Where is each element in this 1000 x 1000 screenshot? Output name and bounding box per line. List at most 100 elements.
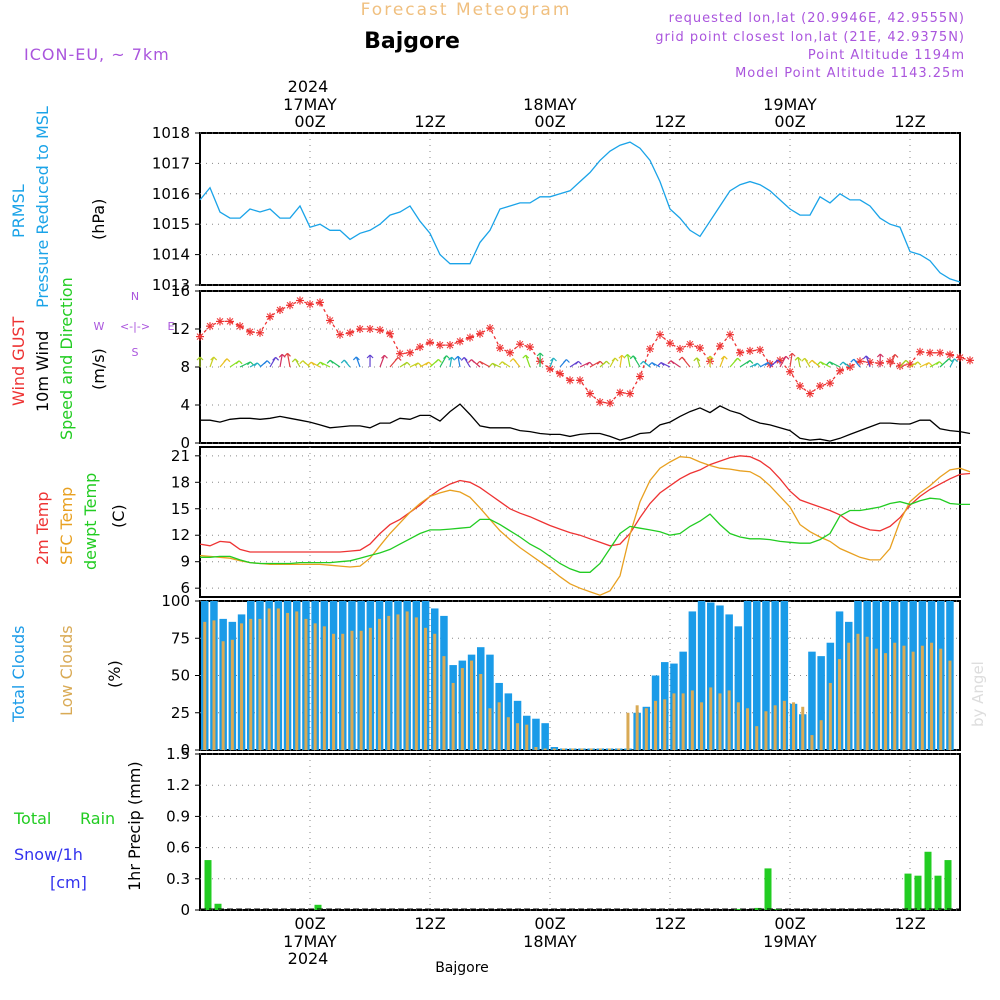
rain-bar — [204, 860, 212, 910]
low-clouds-bar — [746, 708, 750, 750]
gust-marker — [636, 372, 644, 381]
wind-direction-arrow — [759, 361, 772, 368]
wind-direction-arrow — [489, 362, 501, 368]
rain-bar — [934, 875, 942, 910]
low-clouds-bar — [543, 748, 547, 750]
gust-marker — [346, 328, 354, 337]
top-hour-label: 00Z — [534, 112, 565, 131]
low-clouds-bar — [828, 682, 832, 750]
snow-unit: [cm] — [50, 873, 87, 892]
rain-bar — [924, 851, 932, 910]
gust-marker — [966, 356, 974, 365]
wind-direction-arrow — [794, 356, 802, 368]
wind-direction-arrow — [839, 361, 851, 368]
gust-marker — [386, 329, 394, 338]
wind-direction-arrow — [219, 358, 231, 368]
gust-marker — [426, 338, 434, 347]
wind-direction-arrow — [899, 359, 910, 368]
gust-marker — [616, 388, 624, 397]
wind-direction-arrow — [876, 353, 884, 368]
wind-direction-arrow — [284, 352, 291, 368]
total-clouds-bar — [707, 602, 715, 750]
wind-direction-arrow — [269, 356, 280, 368]
top-hour-label: 00Z — [294, 112, 325, 131]
gust-marker — [246, 327, 254, 336]
total-clouds-label: Total Clouds — [9, 626, 28, 724]
wind-direction-arrow — [949, 358, 958, 368]
ytick-label: 50 — [171, 667, 190, 685]
top-date-label: 18MAY — [523, 95, 577, 114]
gust-marker — [336, 330, 344, 339]
total-clouds-bar — [753, 601, 761, 750]
wind-direction-arrow — [801, 357, 811, 368]
low-clouds-bar — [589, 748, 593, 750]
top-hour-label: 00Z — [774, 112, 805, 131]
gust-marker — [656, 330, 664, 339]
gust-marker — [466, 333, 474, 342]
wind-direction-arrow — [460, 356, 471, 368]
bottom-hour-label: 12Z — [654, 914, 685, 933]
wind-direction-arrow — [307, 361, 321, 368]
total-clouds-bar — [743, 601, 752, 750]
low-clouds-bar — [672, 693, 676, 750]
low-clouds-bar — [709, 687, 713, 750]
wind-speed-dir-label: Speed and Direction — [57, 277, 76, 440]
precip-axis-label: 1hr Precip (mm) — [125, 761, 144, 891]
gust-marker — [316, 298, 324, 307]
compass-north: N — [131, 290, 139, 303]
low-clouds-bar — [654, 700, 658, 750]
wind-direction-arrow — [209, 356, 218, 368]
low-clouds-bar — [644, 708, 648, 750]
rain-bar — [914, 875, 922, 910]
gust-marker — [306, 300, 314, 309]
model-altitude: Model Point Altitude 1143.25m — [735, 66, 965, 81]
low-clouds-bar — [460, 668, 464, 750]
wind-direction-arrow — [536, 352, 544, 368]
wind-direction-arrow — [739, 359, 754, 368]
wind-direction-arrow — [399, 361, 411, 368]
temp-unit: (C) — [109, 504, 128, 528]
wind-direction-arrow — [919, 362, 933, 368]
gust-marker — [516, 340, 524, 349]
low-clouds-bar — [497, 702, 501, 750]
top-hour-label: 12Z — [654, 112, 685, 131]
low-clouds-bar — [773, 705, 777, 750]
total-clouds-bar — [771, 601, 779, 750]
gust-marker — [926, 348, 934, 357]
low-clouds-bar — [718, 693, 722, 750]
compass-west: W — [94, 320, 105, 333]
wind-direction-arrow — [618, 354, 626, 368]
pressure-frame — [199, 132, 961, 286]
low-clouds-bar — [920, 645, 924, 750]
wind-direction-arrow — [379, 354, 388, 368]
gust-marker — [596, 398, 604, 407]
pressure-label-short: PRMSL — [9, 184, 28, 238]
low-clouds-bar — [902, 645, 906, 750]
wind-direction-arrow — [409, 362, 422, 368]
low-clouds-bar — [571, 748, 575, 750]
gust-marker — [946, 350, 954, 359]
ytick-label: 1016 — [152, 185, 190, 203]
gust-marker — [366, 325, 374, 333]
gust-marker — [326, 316, 334, 325]
low-clouds-bar — [810, 735, 814, 750]
total-clouds-bar — [486, 654, 494, 750]
ytick-label: 0.9 — [166, 807, 190, 825]
gust-marker — [736, 348, 744, 357]
prmsl-line — [199, 141, 961, 283]
gust-marker — [206, 322, 214, 331]
wind-direction-arrow — [522, 354, 531, 368]
gust-marker — [646, 344, 654, 353]
ytick-label: 16 — [171, 282, 190, 300]
low-clouds-bar — [580, 748, 584, 750]
gust-marker — [486, 324, 494, 333]
bottom-hour-label: 00Z — [294, 914, 325, 933]
top-date-label: 17MAY — [283, 95, 337, 114]
temp2m-label: 2m Temp — [33, 492, 52, 566]
low-clouds-bar — [368, 627, 372, 750]
gust-marker — [356, 325, 364, 333]
wind-direction-arrow — [299, 360, 311, 368]
gust-marker — [576, 376, 584, 385]
low-clouds-bar — [433, 633, 437, 750]
low-clouds-bar — [700, 702, 704, 750]
